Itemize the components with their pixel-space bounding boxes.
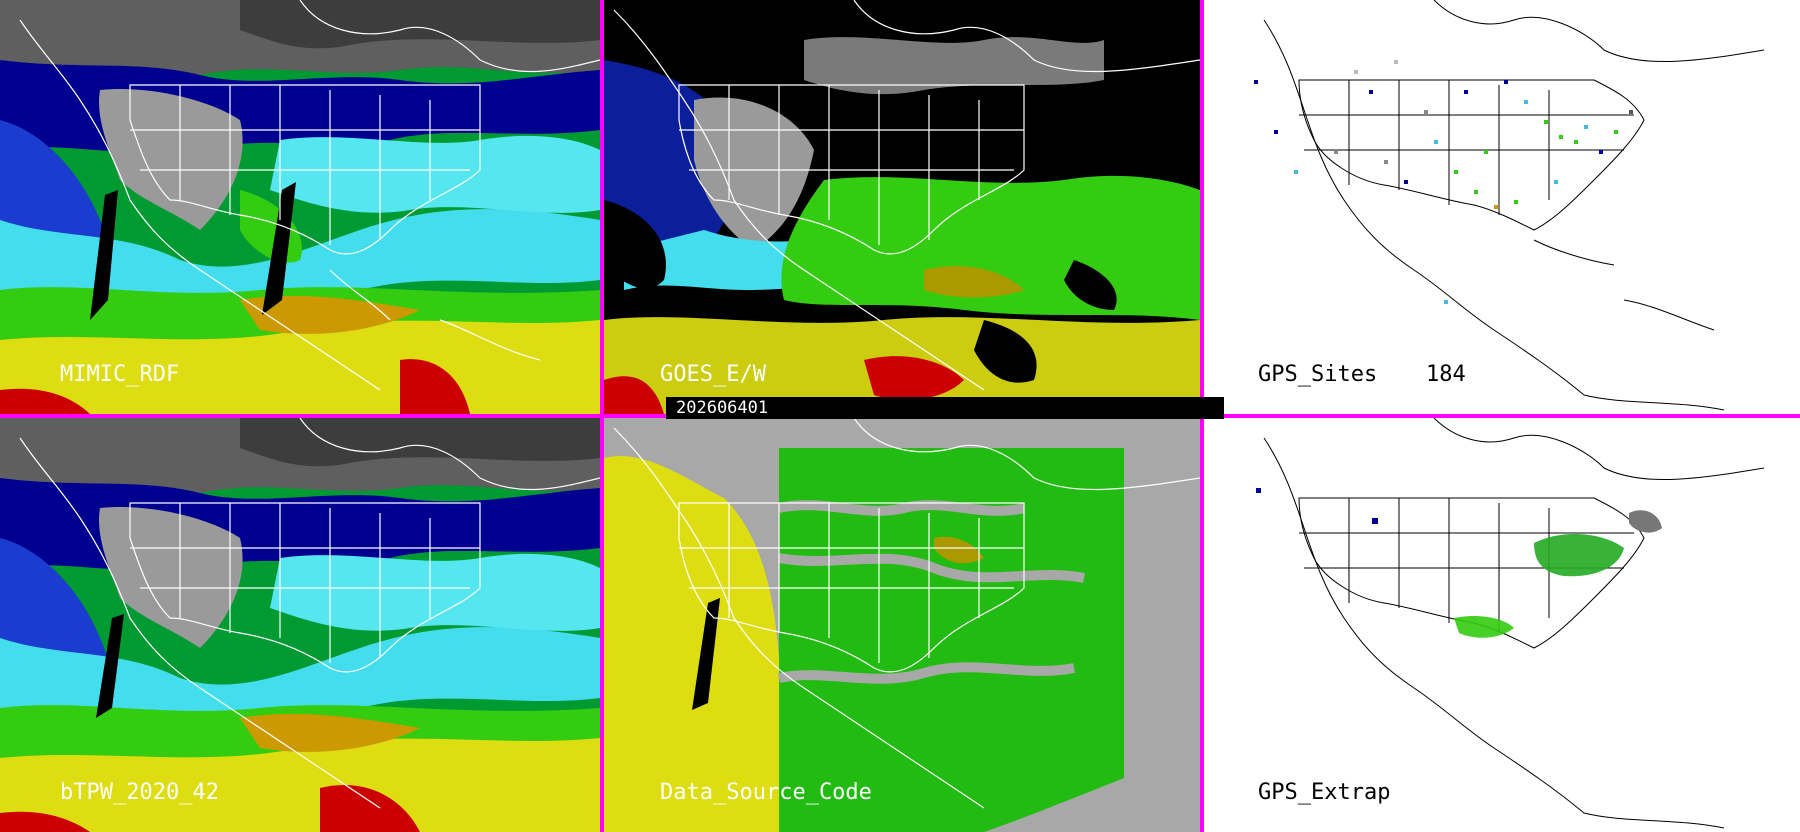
gps-site-markers xyxy=(1254,60,1633,304)
goes-panel: GOES_E/W xyxy=(604,0,1200,414)
data-source-code-panel: Data_Source_Code xyxy=(604,418,1200,832)
mimic-rdf-panel: MIMIC_RDF xyxy=(0,0,600,414)
btpw-map xyxy=(0,418,600,832)
extrap-region-gulf xyxy=(1454,616,1514,638)
data-source-code-map xyxy=(604,418,1200,832)
extrap-region-northeast xyxy=(1629,510,1662,533)
gps-extrap-panel: GPS_Extrap xyxy=(1204,418,1800,832)
mimic-rdf-map xyxy=(0,0,600,414)
panel-label: GOES_E/W xyxy=(660,362,766,387)
panel-label: GPS_Extrap xyxy=(1258,780,1391,805)
timestamp-bar: 202606401 xyxy=(666,397,1224,419)
goes-map xyxy=(604,0,1200,414)
panel-label: MIMIC_RDF xyxy=(60,362,180,387)
panel-label: GPS_Sites xyxy=(1258,362,1378,387)
gps-sites-panel: GPS_Sites 184 xyxy=(1204,0,1800,414)
gps-sites-map xyxy=(1204,0,1800,414)
extrap-region-great-lakes xyxy=(1534,533,1624,577)
gps-site-count: 184 xyxy=(1426,362,1466,387)
panel-label: Data_Source_Code xyxy=(660,780,872,805)
gps-extrap-map xyxy=(1204,418,1800,832)
panel-label: bTPW_2020_42 xyxy=(60,780,219,805)
btpw-panel: bTPW_2020_42 xyxy=(0,418,600,832)
